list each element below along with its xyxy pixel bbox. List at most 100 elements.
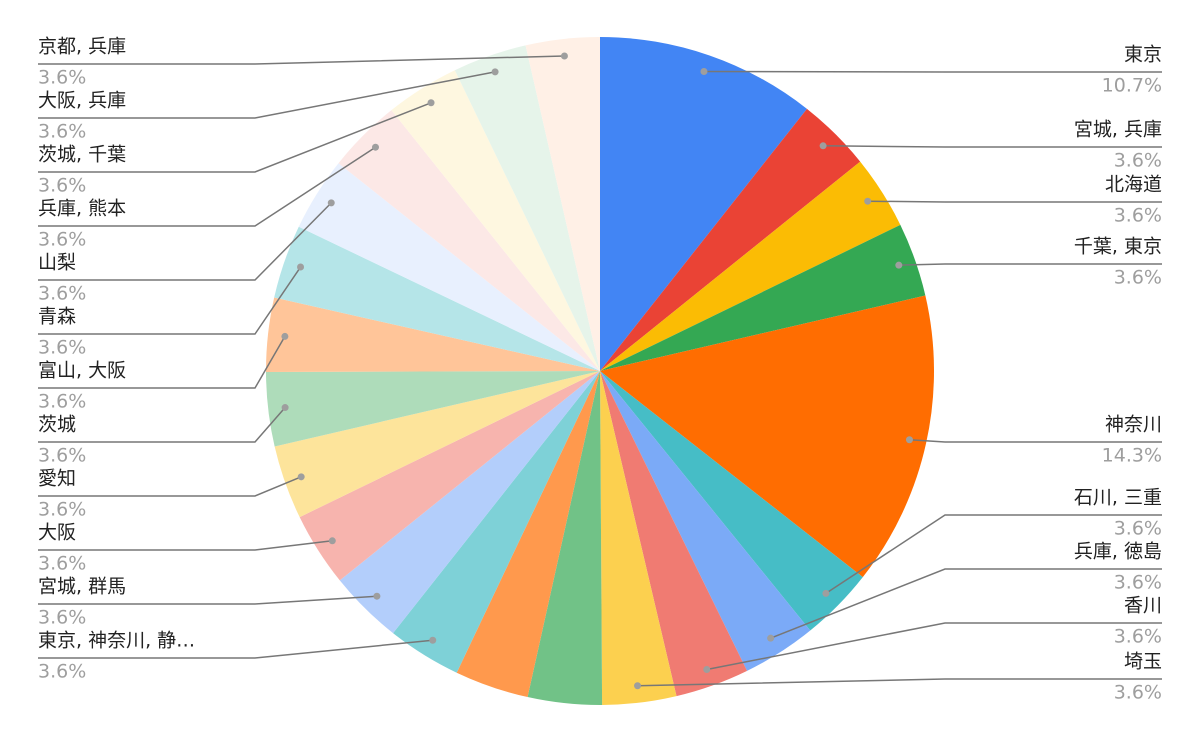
pie-slice <box>527 371 603 705</box>
pie-slice <box>266 297 600 373</box>
leader-dot <box>281 332 289 340</box>
leader-dot <box>371 143 379 151</box>
leader-line <box>38 540 333 551</box>
leader-dot <box>429 636 437 644</box>
slice-label: 茨城 <box>38 414 76 436</box>
slice-value: 3.6% <box>38 283 86 305</box>
slice-value: 3.6% <box>38 445 86 467</box>
slice-label: 石川, 三重 <box>1074 487 1162 509</box>
slice-label: 富山, 大阪 <box>38 360 126 382</box>
pie-slice <box>600 371 677 705</box>
slice-value: 3.6% <box>1114 518 1162 540</box>
leader-line <box>38 102 432 173</box>
leader-line <box>823 145 1162 148</box>
pie-slice <box>600 108 861 372</box>
leader-dot <box>703 665 711 673</box>
slice-value: 3.6% <box>38 121 86 143</box>
pie-slice <box>525 37 600 371</box>
leader-dot <box>767 634 775 642</box>
leader-dot <box>491 68 499 76</box>
slice-value: 10.7% <box>1102 75 1162 97</box>
slice-value: 3.6% <box>38 553 86 575</box>
slice-value: 3.6% <box>38 661 86 683</box>
slice-value: 3.6% <box>1114 205 1162 227</box>
slice-label: 京都, 兵庫 <box>38 36 126 58</box>
pie-slice <box>298 163 600 371</box>
leader-dot <box>895 261 903 269</box>
slice-label: 愛知 <box>38 468 76 490</box>
slice-value: 3.6% <box>38 391 86 413</box>
slice-value: 3.6% <box>1114 682 1162 704</box>
slice-label: 宮城, 群馬 <box>38 576 126 598</box>
leader-dot <box>822 589 830 597</box>
pie-slice <box>266 371 600 447</box>
slice-label: 東京 <box>1124 44 1162 66</box>
leader-dot <box>281 404 289 412</box>
leader-line <box>867 200 1162 203</box>
slice-label: 千葉, 東京 <box>1074 236 1162 258</box>
pie-slice <box>600 295 934 578</box>
pie-slice <box>600 371 863 631</box>
slice-label: 青森 <box>38 306 76 328</box>
pie-slice <box>274 226 600 371</box>
leader-line <box>38 55 565 65</box>
slice-value: 3.6% <box>1114 267 1162 289</box>
slice-value: 3.6% <box>38 337 86 359</box>
slice-value: 3.6% <box>38 229 86 251</box>
slice-value: 3.6% <box>1114 626 1162 648</box>
pie-slice <box>600 224 926 371</box>
pie-slice <box>393 371 600 673</box>
slice-label: 北海道 <box>1105 174 1162 196</box>
leader-line <box>38 407 286 443</box>
leader-line <box>38 146 376 227</box>
slice-value: 3.6% <box>38 67 86 89</box>
leader-line <box>38 202 332 281</box>
pie-slice <box>299 371 600 581</box>
leader-line <box>637 678 1162 687</box>
leader-line <box>770 568 1162 639</box>
pie-slice <box>339 371 600 634</box>
leader-dot <box>373 592 381 600</box>
pie-slice <box>600 37 807 371</box>
leader-line <box>898 263 1162 266</box>
leader-dot <box>864 197 872 205</box>
leader-dot <box>700 68 708 76</box>
slice-label: 山梨 <box>38 252 76 274</box>
slice-label: 神奈川 <box>1105 414 1162 436</box>
pie-slice <box>600 371 748 697</box>
leader-line <box>38 595 377 605</box>
slice-value: 3.6% <box>1114 150 1162 172</box>
slice-label: 埼玉 <box>1124 651 1162 673</box>
slice-value: 3.6% <box>38 607 86 629</box>
slice-label: 東京, 神奈川, 静… <box>38 630 195 652</box>
leader-dot <box>327 199 335 207</box>
pie-slice <box>600 161 901 371</box>
leader-dot <box>905 436 913 444</box>
leader-line <box>38 639 433 659</box>
pie-slice <box>600 371 811 671</box>
pie-slice <box>454 45 600 372</box>
pie-slice <box>274 371 600 518</box>
slice-value: 3.6% <box>38 499 86 521</box>
slice-label: 兵庫, 熊本 <box>38 198 126 220</box>
slice-value: 3.6% <box>1114 572 1162 594</box>
leader-line <box>706 622 1162 671</box>
pie-slice <box>391 70 600 372</box>
slice-label: 大阪 <box>38 522 76 544</box>
slice-label: 茨城, 千葉 <box>38 144 126 166</box>
slice-label: 兵庫, 徳島 <box>1074 541 1162 563</box>
leader-dot <box>297 263 305 271</box>
leader-line <box>825 514 1162 595</box>
leader-dot <box>328 537 336 545</box>
slice-label: 宮城, 兵庫 <box>1074 119 1162 141</box>
pie-slice <box>456 371 600 698</box>
leader-dot <box>427 99 435 107</box>
slice-label: 大阪, 兵庫 <box>38 90 126 112</box>
leader-line <box>38 336 286 389</box>
leader-dot <box>560 52 568 60</box>
pie-slice <box>338 110 600 372</box>
leader-line <box>909 438 1162 443</box>
slice-label: 香川 <box>1124 595 1162 617</box>
